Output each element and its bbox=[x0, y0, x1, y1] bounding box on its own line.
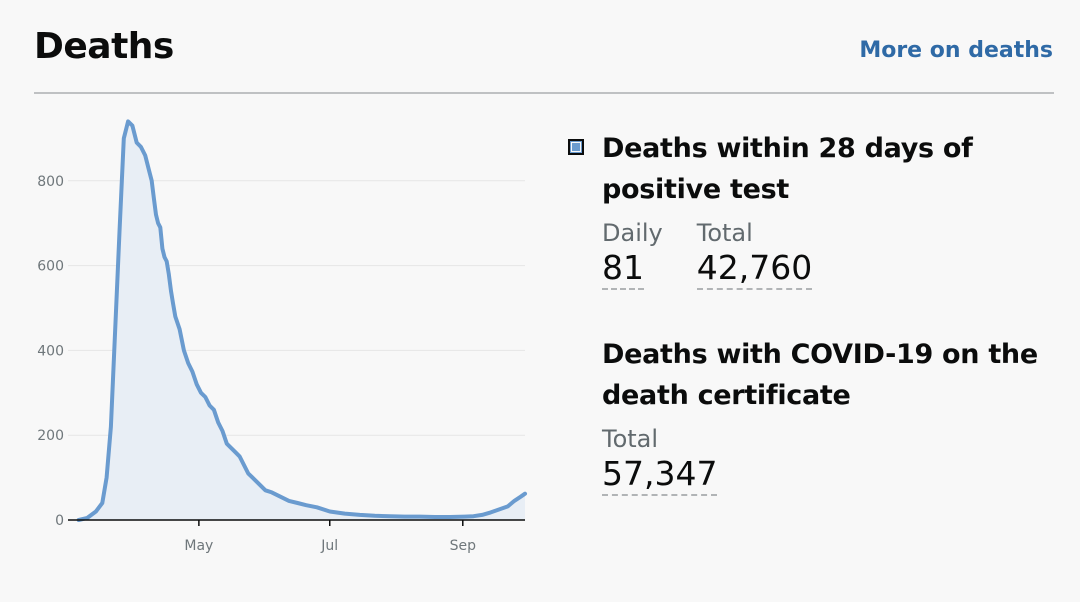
metric-within28-values: Daily 81 Total 42,760 bbox=[568, 218, 1068, 290]
series-area bbox=[78, 121, 525, 521]
series-line bbox=[76, 119, 527, 522]
certificate-total-value[interactable]: 57,347 bbox=[602, 454, 718, 496]
daily-value[interactable]: 81 bbox=[602, 248, 644, 290]
metrics-panel: Deaths within 28 days of positive test D… bbox=[568, 128, 1068, 496]
legend-swatch-icon bbox=[568, 139, 584, 155]
total-value[interactable]: 42,760 bbox=[696, 248, 813, 290]
metric-certificate: Deaths with COVID-19 on the death certif… bbox=[568, 334, 1068, 496]
y-tick-label: 600 bbox=[37, 259, 64, 275]
metric-certificate-total: Total 57,347 bbox=[602, 424, 718, 496]
header-divider bbox=[34, 92, 1054, 94]
deaths-chart-svg: 0 200 400 600 800 May Jul Sep bbox=[37, 119, 527, 554]
daily-label: Daily bbox=[602, 219, 663, 247]
deaths-chart: 0 200 400 600 800 May Jul Sep bbox=[0, 96, 560, 602]
x-tick-label: Sep bbox=[450, 538, 477, 554]
metric-certificate-values: Total 57,347 bbox=[568, 424, 1068, 496]
y-tick-label: 0 bbox=[55, 513, 64, 529]
total-label: Total bbox=[696, 219, 753, 247]
metric-within28-heading: Deaths within 28 days of positive test bbox=[602, 133, 973, 205]
y-tick-label: 200 bbox=[37, 428, 64, 444]
metric-within28: Deaths within 28 days of positive test D… bbox=[568, 128, 1068, 290]
y-tick-label: 400 bbox=[37, 343, 64, 359]
certificate-total-label: Total bbox=[602, 425, 659, 453]
page-title: Deaths bbox=[34, 26, 174, 67]
more-on-deaths-link[interactable]: More on deaths bbox=[859, 38, 1053, 63]
x-tick-label: May bbox=[184, 538, 213, 554]
x-tick-label: Jul bbox=[320, 538, 338, 554]
metric-daily: Daily 81 bbox=[602, 218, 663, 290]
metric-certificate-heading: Deaths with COVID-19 on the death certif… bbox=[602, 339, 1038, 411]
metric-total: Total 42,760 bbox=[696, 218, 813, 290]
y-tick-label: 800 bbox=[37, 174, 64, 190]
